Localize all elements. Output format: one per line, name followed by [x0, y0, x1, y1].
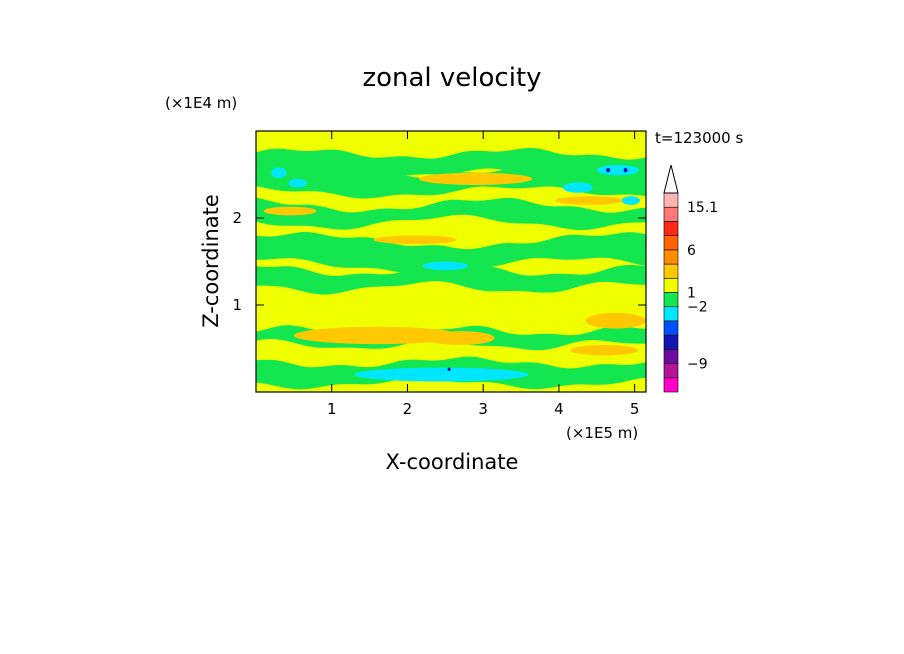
colorbar-swatch	[663, 206, 679, 222]
contour-patch	[418, 172, 533, 185]
y-tick-label: 2	[232, 209, 242, 227]
colorbar-swatch	[663, 377, 679, 393]
contour-patch	[585, 312, 646, 329]
contour-patch	[555, 196, 624, 205]
colorbar-swatch	[663, 221, 679, 236]
colorbar-label: −2	[687, 300, 708, 316]
colorbar-swatch	[663, 192, 679, 208]
x-tick-label: 5	[630, 400, 640, 418]
colorbar-swatch	[663, 249, 679, 265]
x-axis-label: X-coordinate	[386, 450, 519, 474]
chart-title: zonal velocity	[362, 63, 541, 93]
contour-patch	[422, 261, 469, 271]
contour-band	[256, 197, 646, 231]
colorbar-arrow	[663, 164, 679, 194]
plot-frame	[255, 130, 647, 393]
y-axis-label: Z-coordinate	[199, 194, 223, 328]
contour-patch	[354, 367, 529, 382]
colorbar-swatch	[663, 363, 679, 379]
contour-patch	[570, 345, 639, 356]
x-tick-label: 1	[327, 400, 337, 418]
colorbar-label: 1	[687, 286, 696, 302]
contour-patch	[606, 167, 611, 173]
colorbar-swatch	[663, 306, 679, 322]
y-unit-label: (×1E4 m)	[165, 94, 237, 112]
contour-patch	[562, 182, 593, 193]
contour-patch	[271, 167, 287, 178]
contour-patch	[373, 235, 457, 245]
contour-band	[256, 264, 646, 295]
colorbar-swatch	[663, 277, 679, 293]
contour-patch	[288, 178, 307, 188]
contour-patch	[621, 196, 640, 205]
x-tick-label: 2	[403, 400, 413, 418]
contour-band	[256, 232, 646, 274]
y-axis-ticks: 12	[232, 209, 646, 314]
colorbar-swatch	[663, 349, 679, 364]
x-axis-ticks: 1 2 3 4 5	[327, 131, 639, 418]
time-label: t=123000 s	[655, 129, 743, 147]
x-tick-label: 3	[478, 400, 488, 418]
colorbar-swatch	[663, 263, 679, 279]
x-tick-label: 4	[554, 400, 564, 418]
contour-patch	[426, 331, 495, 346]
colorbar-label: 15.1	[687, 200, 718, 216]
velocity-field	[256, 131, 646, 392]
colorbar-swatch	[663, 292, 679, 308]
colorbar-swatch	[663, 320, 679, 336]
x-unit-label: (×1E5 m)	[566, 424, 638, 442]
colorbar: 15.1 6 1−2 −9	[663, 164, 718, 393]
contour-patch	[596, 164, 640, 176]
colorbar-label: −9	[687, 357, 708, 373]
contour-patch	[447, 367, 451, 372]
colorbar-swatch	[663, 334, 679, 350]
contour-patch	[623, 167, 628, 173]
colorbar-swatch	[663, 235, 679, 251]
contour-patch	[263, 206, 317, 216]
contour-patch	[293, 326, 461, 345]
y-tick-label: 1	[232, 296, 242, 314]
colorbar-label: 6	[687, 243, 696, 259]
